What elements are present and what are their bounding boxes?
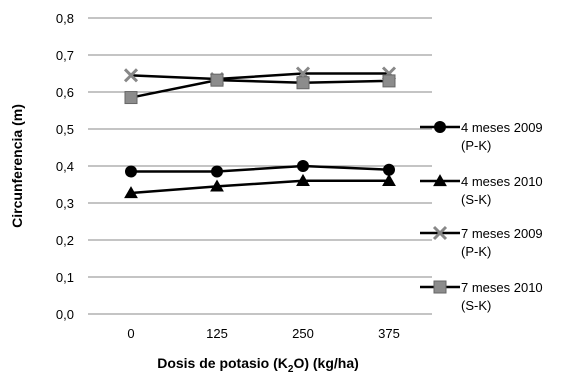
series-line <box>130 72 389 81</box>
marker-triangle <box>210 179 224 192</box>
marker-triangle <box>382 173 396 186</box>
legend-label-sub: (P-K) <box>461 138 491 153</box>
marker-square <box>382 74 396 88</box>
marker-circle <box>211 165 223 178</box>
series-line <box>131 164 390 173</box>
series-line <box>130 78 390 99</box>
y-axis-title: Circunferencia (m) <box>9 104 25 228</box>
gridlines <box>88 17 432 278</box>
series-group <box>123 66 397 199</box>
y-tick-label: 0,8 <box>56 11 74 26</box>
marker-x <box>123 68 139 83</box>
x-tick-label: 0 <box>127 326 134 341</box>
series-1 <box>125 160 395 178</box>
legend-label-sub: (S-K) <box>461 298 491 313</box>
y-tick-label: 0,1 <box>56 270 74 285</box>
x-tick-labels: 0 125 250 375 <box>127 326 399 341</box>
y-tick-label: 0,6 <box>56 85 74 100</box>
marker-square <box>210 73 224 87</box>
marker-square <box>296 76 310 90</box>
marker-square <box>433 280 447 294</box>
x-tick-label: 375 <box>378 326 400 341</box>
marker-circle <box>297 160 309 172</box>
y-tick-label: 0,0 <box>56 307 74 322</box>
legend-item-1: 4 meses 2009 (P-K) <box>420 120 543 153</box>
marker-square <box>124 91 138 105</box>
legend-label: 7 meses 2010 <box>461 280 543 295</box>
marker-circle <box>434 121 446 133</box>
marker-circle <box>125 165 137 178</box>
legend-item-2: 4 meses 2010 (S-K) <box>420 174 543 207</box>
series-4 <box>124 73 396 105</box>
series-2 <box>124 173 396 199</box>
legend-label: 4 meses 2009 <box>461 120 543 135</box>
legend-item-3: 7 meses 2009 (P-K) <box>420 225 543 259</box>
series-line <box>130 179 389 195</box>
marker-circle <box>383 163 395 176</box>
y-tick-label: 0,5 <box>56 122 74 137</box>
legend-label: 4 meses 2010 <box>461 174 543 189</box>
y-tick-label: 0,4 <box>56 159 74 174</box>
legend-item-4: 7 meses 2010 (S-K) <box>420 280 543 313</box>
legend-label: 7 meses 2009 <box>461 226 543 241</box>
marker-triangle <box>296 173 310 186</box>
y-tick-labels: 0,0 0,1 0,2 0,3 0,4 0,5 0,6 0,7 0,8 <box>56 11 74 322</box>
marker-x <box>432 225 448 241</box>
y-tick-label: 0,2 <box>56 233 74 248</box>
x-tick-label: 125 <box>206 326 228 341</box>
x-tick-label: 250 <box>292 326 314 341</box>
y-tick-label: 0,3 <box>56 196 74 211</box>
legend-label-sub: (P-K) <box>461 244 491 259</box>
x-axis-title: Dosis de potasio (K2O) (kg/ha) <box>157 355 359 375</box>
y-tick-label: 0,7 <box>56 48 74 63</box>
marker-triangle <box>124 186 138 199</box>
legend: 4 meses 2009(P-K)4 meses 2010(S-K)7 mese… <box>420 120 543 313</box>
legend-label-sub: (S-K) <box>461 192 491 207</box>
marker-triangle <box>433 174 447 187</box>
